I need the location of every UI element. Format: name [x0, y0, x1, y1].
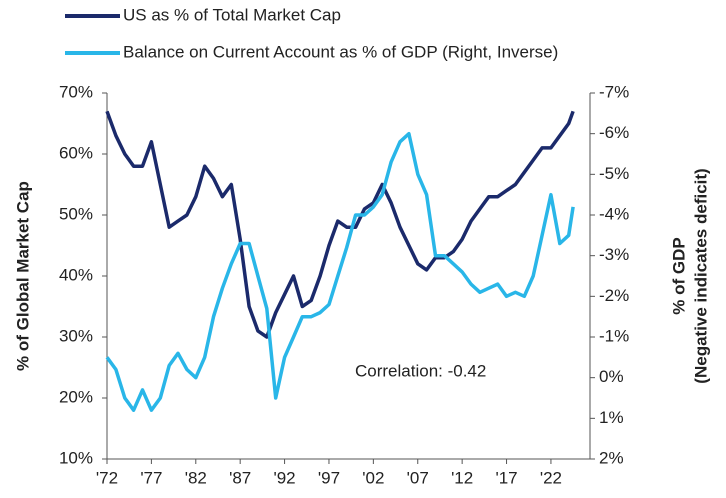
legend-label: US as % of Total Market Cap: [123, 5, 341, 24]
y2-tick-label: -3%: [599, 245, 629, 264]
y2-tick-label: -2%: [599, 286, 629, 305]
x-tick-label: '77: [140, 468, 162, 487]
y2-tick-label: 1%: [599, 408, 624, 427]
y-tick-label: 60%: [59, 143, 93, 162]
y2-tick-label: -5%: [599, 164, 629, 183]
y2-tick-label: -7%: [599, 82, 629, 101]
legend-label: Balance on Current Account as % of GDP (…: [123, 42, 558, 61]
x-tick-label: '07: [407, 468, 429, 487]
x-tick-label: '92: [273, 468, 295, 487]
y-tick-label: 50%: [59, 204, 93, 223]
x-tick-label: '72: [96, 468, 118, 487]
x-tick-label: '87: [229, 468, 251, 487]
series-line: [105, 110, 575, 339]
y-tick-label: 10%: [59, 448, 93, 467]
series-line: [105, 131, 575, 412]
y-tick-label: 40%: [59, 265, 93, 284]
y2-axis-label: % of GDP: [669, 237, 688, 314]
x-tick-label: '02: [362, 468, 384, 487]
y-tick-label: 20%: [59, 387, 93, 406]
y-tick-label: 30%: [59, 326, 93, 345]
y2-tick-label: -6%: [599, 123, 629, 142]
x-tick-label: '97: [318, 468, 340, 487]
y-axis-label: % of Global Market Cap: [13, 181, 32, 371]
y2-tick-label: -4%: [599, 204, 629, 223]
x-tick-label: '12: [451, 468, 473, 487]
x-tick-label: '22: [540, 468, 562, 487]
y-tick-label: 70%: [59, 82, 93, 101]
y2-tick-label: 2%: [599, 448, 624, 467]
annotation: Correlation: -0.42: [355, 361, 486, 380]
x-tick-label: '17: [495, 468, 517, 487]
y2-tick-label: -1%: [599, 326, 629, 345]
x-tick-label: '82: [185, 468, 207, 487]
y2-tick-label: 0%: [599, 367, 624, 386]
y2-axis-label: (Negative indicates deficit): [691, 168, 710, 383]
